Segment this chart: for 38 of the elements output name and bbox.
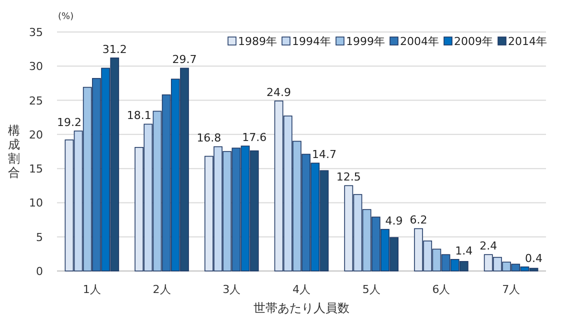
legend-label: 1994年	[292, 35, 331, 48]
y-tick-label: 20	[29, 128, 43, 142]
data-label: 31.2	[102, 42, 127, 56]
y-tick-label: 0	[36, 265, 43, 278]
legend-label: 2009年	[454, 35, 493, 48]
data-label: 17.6	[242, 131, 267, 144]
y-tick-label: 30	[29, 60, 43, 74]
x-tick-label: 2人	[152, 283, 171, 296]
x-tick-label: 6人	[432, 283, 450, 296]
data-label: 24.9	[266, 86, 292, 99]
x-axis-title: 世帯あたり人員数	[254, 301, 350, 315]
legend-label: 2004年	[400, 35, 439, 48]
y-tick-label: 25	[29, 94, 43, 108]
x-tick-label: 1人	[82, 283, 101, 296]
data-label: 16.8	[196, 132, 222, 145]
y-tick-label: 35	[29, 26, 43, 39]
y-tick-label: 10	[29, 196, 43, 210]
text: (%)	[58, 12, 74, 22]
x-tick-label: 3人	[222, 283, 241, 296]
x-tick-label: 7人	[502, 283, 520, 296]
legend-label: 2014年	[508, 35, 547, 48]
data-label: 4.9	[385, 214, 403, 228]
data-label: 2.4	[480, 240, 498, 253]
y-axis-title: 構成割合	[8, 124, 20, 180]
data-label: 1.4	[455, 244, 473, 258]
data-label: 18.1	[126, 109, 152, 122]
data-label: 19.2	[56, 116, 82, 130]
data-label: 0.4	[525, 252, 543, 265]
data-label: 12.5	[336, 170, 361, 184]
data-label: 6.2	[410, 214, 428, 227]
legend-label: 1999年	[346, 35, 385, 48]
data-label: 29.7	[172, 53, 197, 66]
y-tick-label: 15	[29, 162, 43, 176]
data-label: 14.7	[312, 148, 336, 162]
x-tick-label: 5人	[362, 283, 380, 296]
legend-label: 1989年	[238, 35, 277, 48]
x-tick-label: 4人	[292, 283, 310, 296]
y-tick-label: 5	[36, 230, 43, 244]
